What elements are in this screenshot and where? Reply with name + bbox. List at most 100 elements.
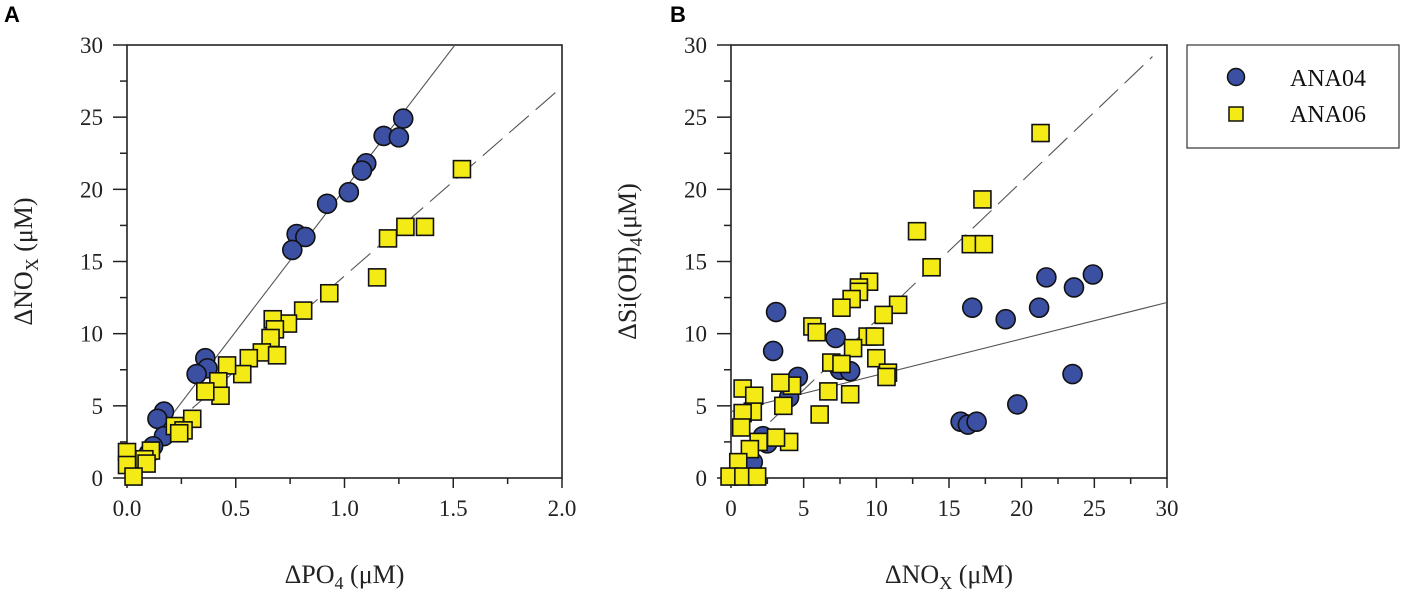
y-tick-label: 15 bbox=[80, 250, 103, 275]
x-axis-label-main: ΔPO bbox=[285, 560, 335, 589]
data-point-square bbox=[877, 367, 896, 387]
data-point-circle bbox=[1062, 363, 1083, 385]
series-ana06 bbox=[720, 123, 1050, 486]
data-point-circle bbox=[995, 308, 1016, 330]
data-point-square bbox=[843, 338, 863, 358]
data-point-square bbox=[744, 386, 764, 406]
data-point-circle bbox=[762, 340, 784, 362]
y-axis-label-main: ΔSi(OH) bbox=[613, 247, 642, 340]
data-point-square bbox=[124, 467, 143, 486]
data-point-circle bbox=[316, 193, 338, 215]
data-point-circle bbox=[392, 108, 414, 129]
x-axis-label-sub: X bbox=[939, 573, 952, 592]
data-point-circle bbox=[1082, 264, 1104, 285]
data-point-circle bbox=[186, 363, 207, 385]
x-tick-label: 20 bbox=[1010, 496, 1033, 521]
data-point-square bbox=[766, 428, 786, 447]
legend-square-marker bbox=[1228, 106, 1244, 122]
y-axis-label: ΔNOX (μM) bbox=[9, 197, 42, 325]
x-tick-label: 2.0 bbox=[548, 496, 577, 521]
data-point-square bbox=[874, 305, 893, 325]
data-point-circle bbox=[1028, 297, 1050, 318]
x-tick-label: 0 bbox=[725, 496, 737, 521]
data-point-square bbox=[319, 283, 339, 303]
data-point-square bbox=[832, 298, 851, 317]
data-point-square bbox=[217, 356, 237, 375]
data-point-circle bbox=[281, 239, 303, 261]
x-axis-label-sub: 4 bbox=[335, 573, 344, 592]
x-tick-label: 30 bbox=[1156, 496, 1179, 521]
y-tick-label: 10 bbox=[80, 322, 103, 347]
y-tick-label: 15 bbox=[684, 250, 707, 275]
x-tick-label: 1.0 bbox=[330, 496, 359, 521]
y-axis-label-sub: X bbox=[22, 258, 42, 271]
data-point-square bbox=[774, 396, 793, 416]
legend-label-ana06: ANA06 bbox=[1290, 102, 1366, 128]
x-tick-label: 5 bbox=[798, 496, 810, 521]
data-point-circle bbox=[295, 226, 316, 248]
legend-circle-marker bbox=[1226, 67, 1246, 87]
y-axis-label: ΔSi(OH)4(μM) bbox=[613, 183, 646, 340]
data-point-square bbox=[367, 268, 387, 287]
data-point-square bbox=[169, 423, 189, 443]
x-axis-label: ΔPO4 (μM) bbox=[285, 560, 405, 592]
fit-line-ana04 bbox=[731, 301, 1167, 413]
data-point-square bbox=[810, 405, 829, 424]
y-tick-label: 20 bbox=[684, 177, 707, 202]
data-point-circle bbox=[338, 181, 360, 203]
data-point-square bbox=[396, 217, 415, 237]
plot-frame bbox=[730, 44, 1168, 479]
y-axis-label-sub: 4 bbox=[626, 238, 646, 247]
series-ana06 bbox=[117, 159, 472, 486]
data-point-square bbox=[239, 348, 259, 368]
series-ana04 bbox=[129, 108, 414, 471]
x-tick-label: 0.0 bbox=[113, 496, 142, 521]
x-tick-label: 15 bbox=[938, 496, 961, 521]
y-tick-label: 30 bbox=[684, 33, 707, 58]
data-point-square bbox=[922, 257, 941, 277]
y-tick-label: 0 bbox=[696, 466, 708, 491]
panel-label-a: A bbox=[4, 2, 20, 27]
y-axis-label-unit: (μM) bbox=[9, 197, 38, 258]
data-point-circle bbox=[1007, 394, 1028, 415]
x-tick-label: 1.5 bbox=[439, 496, 468, 521]
y-axis-label-main: ΔNO bbox=[9, 271, 38, 325]
y-tick-label: 25 bbox=[80, 105, 103, 130]
legend: ANA04 ANA06 bbox=[1186, 44, 1400, 149]
data-point-circle bbox=[961, 297, 983, 318]
y-tick-label: 5 bbox=[92, 394, 104, 419]
x-axis-label-main: ΔNO bbox=[885, 560, 939, 589]
x-tick-label: 0.5 bbox=[221, 496, 250, 521]
x-axis-label-unit: (μM) bbox=[344, 560, 405, 589]
data-point-circle bbox=[1036, 267, 1057, 288]
x-axis-label: ΔNOX (μM) bbox=[885, 560, 1013, 592]
data-point-square bbox=[867, 348, 886, 368]
data-point-circle bbox=[388, 127, 410, 148]
data-point-square bbox=[378, 229, 398, 248]
data-point-square bbox=[1031, 123, 1050, 143]
legend-box bbox=[1186, 44, 1400, 149]
data-point-square bbox=[415, 217, 435, 237]
data-point-square bbox=[840, 384, 860, 404]
data-point-circle bbox=[1063, 277, 1085, 298]
data-point-square bbox=[907, 221, 927, 241]
data-point-square bbox=[731, 418, 751, 437]
x-tick-label: 25 bbox=[1083, 496, 1106, 521]
data-point-circle bbox=[147, 408, 168, 430]
data-point-square bbox=[865, 327, 885, 346]
data-point-circle bbox=[351, 160, 373, 181]
data-point-square bbox=[267, 346, 287, 365]
y-tick-label: 25 bbox=[684, 105, 707, 130]
data-point-square bbox=[452, 159, 472, 179]
y-tick-label: 30 bbox=[80, 33, 103, 58]
y-tick-label: 10 bbox=[684, 322, 707, 347]
data-point-square bbox=[888, 295, 908, 315]
data-point-square bbox=[293, 301, 313, 320]
data-point-square bbox=[974, 234, 994, 254]
y-tick-label: 0 bbox=[92, 466, 104, 491]
y-axis-label-unit: (μM) bbox=[613, 183, 642, 237]
data-point-circle bbox=[765, 301, 787, 323]
